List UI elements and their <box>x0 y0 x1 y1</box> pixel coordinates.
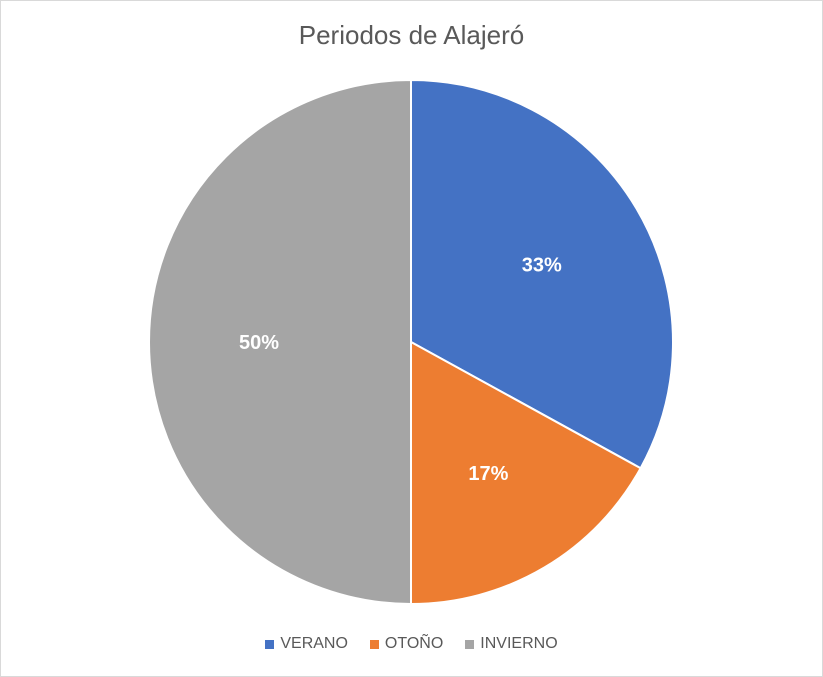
legend-item-invierno: INVIERNO <box>465 635 558 653</box>
chart-title: Periodos de Alajeró <box>298 20 525 50</box>
pie-slice-verano <box>410 78 674 470</box>
legend-label-verano: VERANO <box>280 635 348 652</box>
pie-slice-otono <box>410 340 642 606</box>
legend-label-otono: OTOÑO <box>384 635 444 652</box>
pie-slices <box>148 78 674 606</box>
legend-swatch-otono <box>369 639 379 649</box>
chart-legend: VERANO OTOÑO INVIERNO <box>0 635 823 653</box>
data-label-verano: 33% <box>522 255 562 277</box>
legend-swatch-verano <box>265 639 275 649</box>
legend-label-invierno: INVIERNO <box>480 635 558 652</box>
pie-data-labels: 33% 17% 50% <box>239 255 562 485</box>
data-label-otono: 17% <box>468 463 508 485</box>
legend-item-verano: VERANO <box>265 635 348 653</box>
data-label-invierno: 50% <box>239 332 279 354</box>
pie-slice-invierno <box>148 78 412 606</box>
legend-swatch-invierno <box>465 639 475 649</box>
legend-item-otono: OTOÑO <box>369 635 444 653</box>
